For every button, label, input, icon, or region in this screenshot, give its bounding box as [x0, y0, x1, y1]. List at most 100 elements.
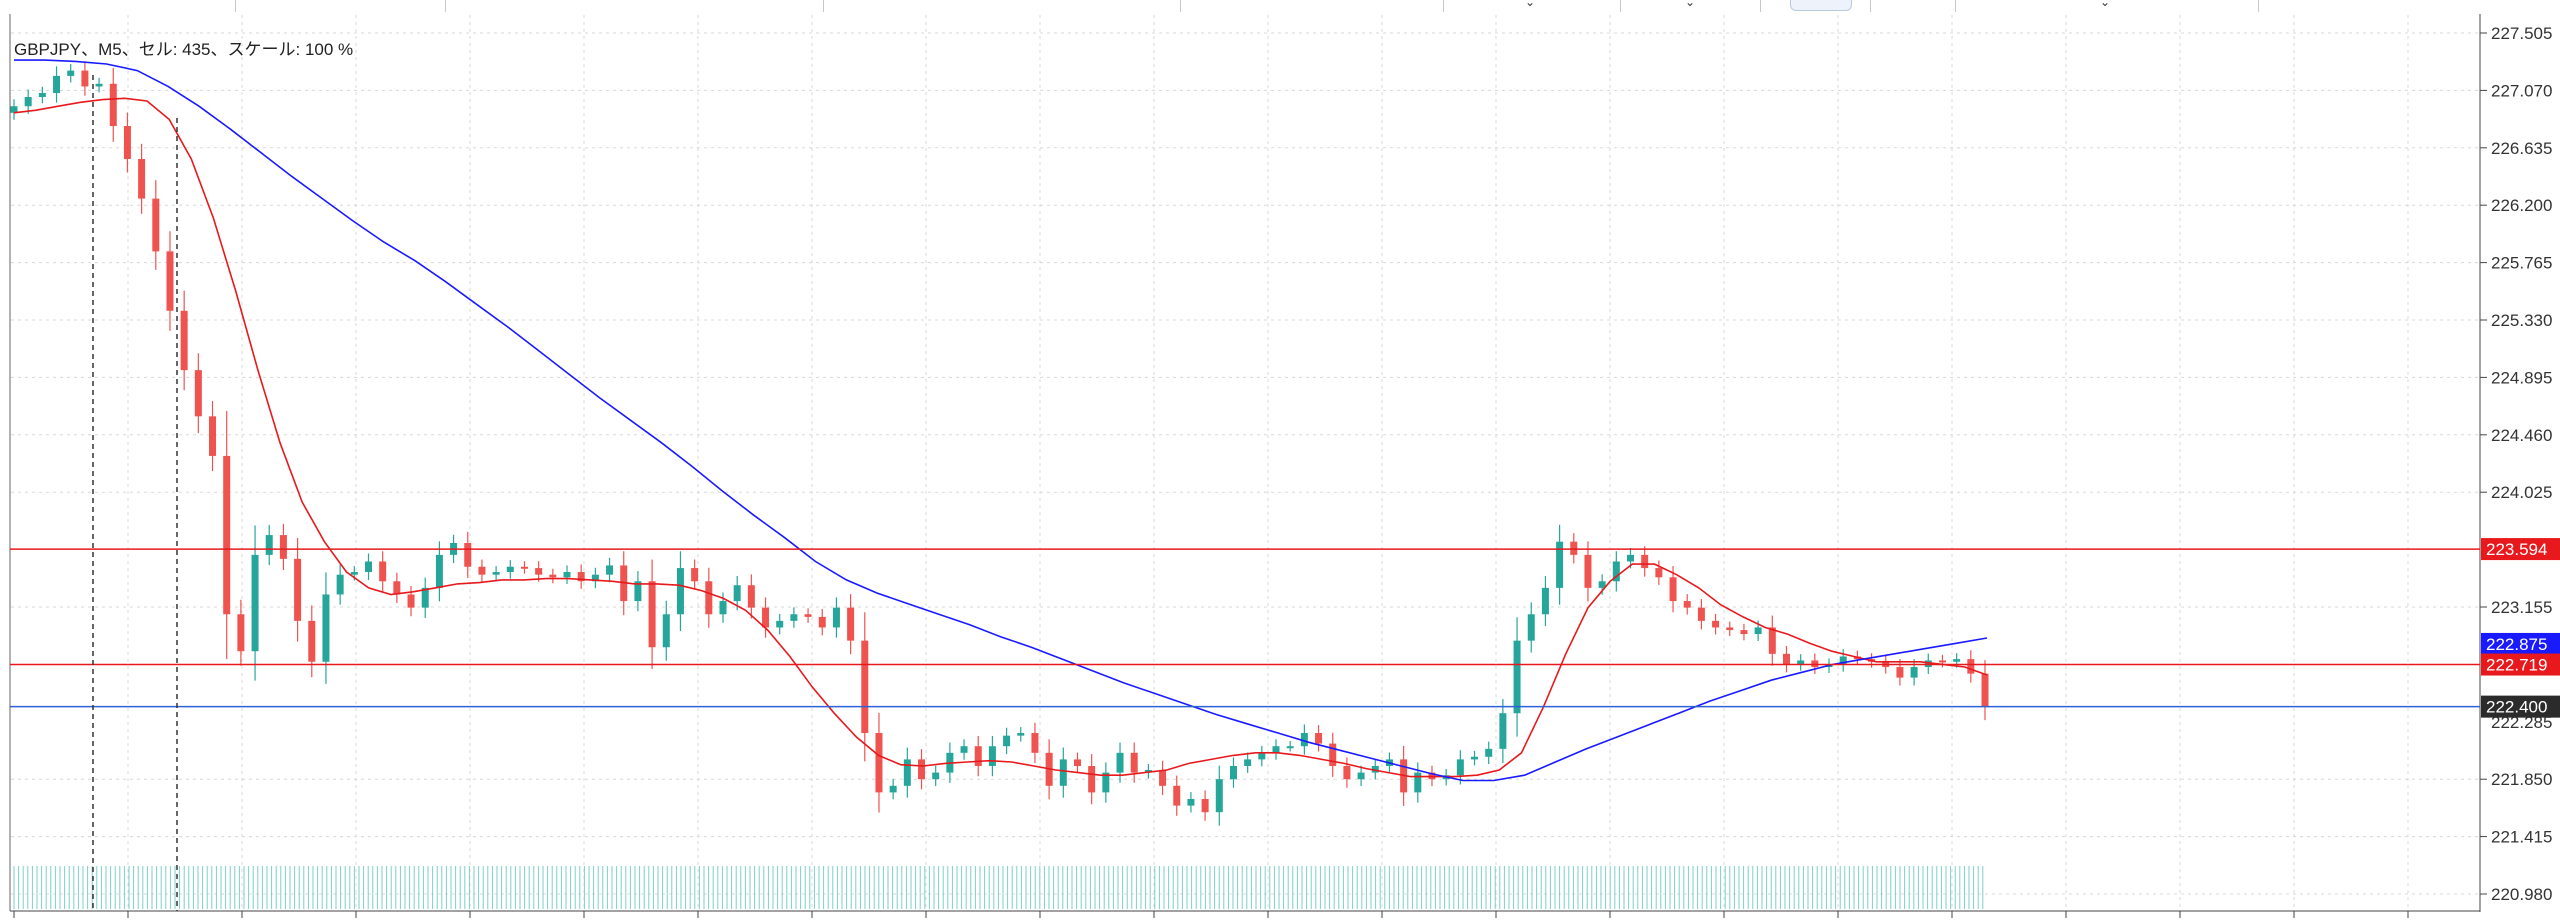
candle-body: [1244, 759, 1252, 767]
candle-body: [1797, 660, 1805, 665]
resistance-price-label-bg: [2481, 538, 2560, 561]
candle-body: [123, 126, 131, 160]
candle-body: [988, 746, 996, 767]
price-tick-label: 221.850: [2491, 770, 2552, 789]
toolbar-separator: [1955, 0, 1956, 12]
candle-body: [606, 565, 614, 575]
candle-body: [209, 416, 217, 456]
candle-body: [24, 96, 32, 107]
candle-body: [336, 574, 344, 595]
candle-body: [974, 746, 982, 767]
price-tick-label: 227.070: [2491, 81, 2552, 100]
candle-body: [648, 581, 656, 648]
price-tick-label: 227.505: [2491, 24, 2552, 43]
candle-body: [1627, 554, 1635, 562]
candle-body: [733, 585, 741, 602]
candle-body: [705, 581, 713, 615]
candle-body: [1215, 779, 1223, 813]
bid-price-label: 222.400: [2486, 698, 2547, 717]
candle-body: [152, 198, 160, 252]
price-tick-label: 225.765: [2491, 254, 2552, 273]
price-tick-label: 224.025: [2491, 483, 2552, 502]
price-tick-label: 224.460: [2491, 426, 2552, 445]
candle-body: [1811, 660, 1819, 668]
price-tick-label: 225.330: [2491, 311, 2552, 330]
horizontal-lines[interactable]: [10, 548, 2480, 708]
candle-body: [1754, 627, 1762, 635]
candle-body: [478, 566, 486, 575]
price-tick-label: 220.980: [2491, 885, 2552, 904]
candle-body: [138, 159, 146, 199]
candle-body: [364, 561, 372, 573]
candle-body: [1073, 759, 1081, 767]
candle-body: [1556, 541, 1564, 588]
candle-body: [1272, 746, 1280, 753]
candle-body: [563, 572, 571, 578]
support-price-label-bg: [2481, 653, 2560, 676]
candle-body: [1768, 627, 1776, 654]
toolbar-strip: ⌄ ⌄ ⌄: [0, 0, 2560, 14]
chart-grid: [11, 15, 2479, 910]
moving-averages: [13, 59, 1988, 782]
candle-body: [1300, 733, 1308, 747]
candle-body: [1910, 667, 1918, 678]
candle-body: [1726, 627, 1734, 631]
candle-body: [903, 759, 911, 786]
toolbar-separator: [445, 0, 446, 12]
candle-body: [1683, 601, 1691, 608]
candle-body: [237, 614, 245, 652]
toolbar-dropdown-icon[interactable]: ⌄: [2100, 0, 2111, 9]
toolbar-separator: [1870, 0, 1871, 12]
candle-body: [762, 607, 770, 628]
candle-body: [1286, 746, 1294, 749]
candle-body: [251, 554, 259, 652]
candle-body: [634, 581, 642, 602]
candle-body: [322, 594, 330, 662]
toolbar-separator: [823, 0, 824, 12]
candlesticks: [10, 61, 1989, 826]
candle-body: [492, 572, 500, 575]
candle-body: [435, 554, 443, 588]
toolbar-active-button[interactable]: [1790, 0, 1852, 11]
candle-body: [577, 572, 585, 582]
candle-body: [81, 70, 89, 87]
candle-body: [1712, 620, 1720, 628]
candle-body: [464, 543, 472, 567]
candle-body: [1102, 772, 1110, 793]
candle-body: [875, 733, 883, 793]
blue-ma-value: 222.875: [2486, 635, 2547, 654]
candle-body: [1513, 640, 1521, 714]
candle-body: [1584, 554, 1592, 588]
candle-body: [549, 574, 557, 578]
candle-body: [1953, 659, 1961, 662]
candle-body: [1371, 766, 1379, 773]
candle-body: [10, 106, 18, 113]
candle-body: [676, 568, 684, 615]
toolbar-separator: [1443, 0, 1444, 12]
candle-body: [1499, 713, 1507, 749]
toolbar-dropdown-icon[interactable]: ⌄: [1685, 0, 1696, 9]
candle-body: [166, 251, 174, 311]
candle-body: [889, 785, 897, 793]
candle-body: [662, 614, 670, 648]
candle-body: [109, 83, 117, 127]
candle-body: [1839, 656, 1847, 665]
candle-body: [1938, 660, 1946, 663]
candle-body: [1414, 772, 1422, 793]
candle-body: [279, 535, 287, 559]
candle-body: [861, 640, 869, 734]
candle-body: [1059, 759, 1067, 786]
price-tick-label: 226.635: [2491, 139, 2552, 158]
candle-body: [1130, 752, 1138, 773]
candle-body: [1967, 659, 1975, 674]
candle-body: [294, 558, 302, 621]
candle-body: [1641, 554, 1649, 569]
toolbar-dropdown-icon[interactable]: ⌄: [1525, 0, 1536, 9]
candle-body: [1740, 630, 1748, 635]
candle-body: [421, 587, 429, 608]
candle-body: [847, 607, 855, 641]
volume-bars: [13, 866, 1984, 909]
candle-body: [53, 75, 61, 94]
candle-body: [1144, 769, 1152, 773]
